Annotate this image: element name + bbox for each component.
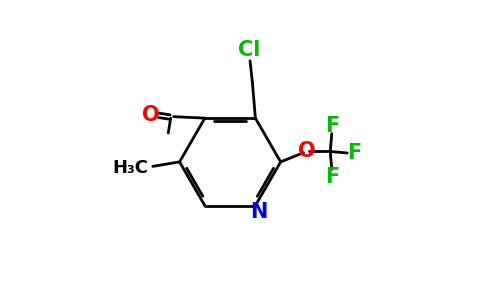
- Text: F: F: [348, 143, 362, 163]
- Text: H₃C: H₃C: [112, 159, 149, 177]
- Text: F: F: [325, 167, 339, 187]
- Text: O: O: [298, 141, 315, 160]
- Text: F: F: [325, 116, 339, 136]
- Text: Cl: Cl: [238, 40, 260, 60]
- Text: O: O: [142, 106, 159, 125]
- Text: N: N: [250, 202, 268, 222]
